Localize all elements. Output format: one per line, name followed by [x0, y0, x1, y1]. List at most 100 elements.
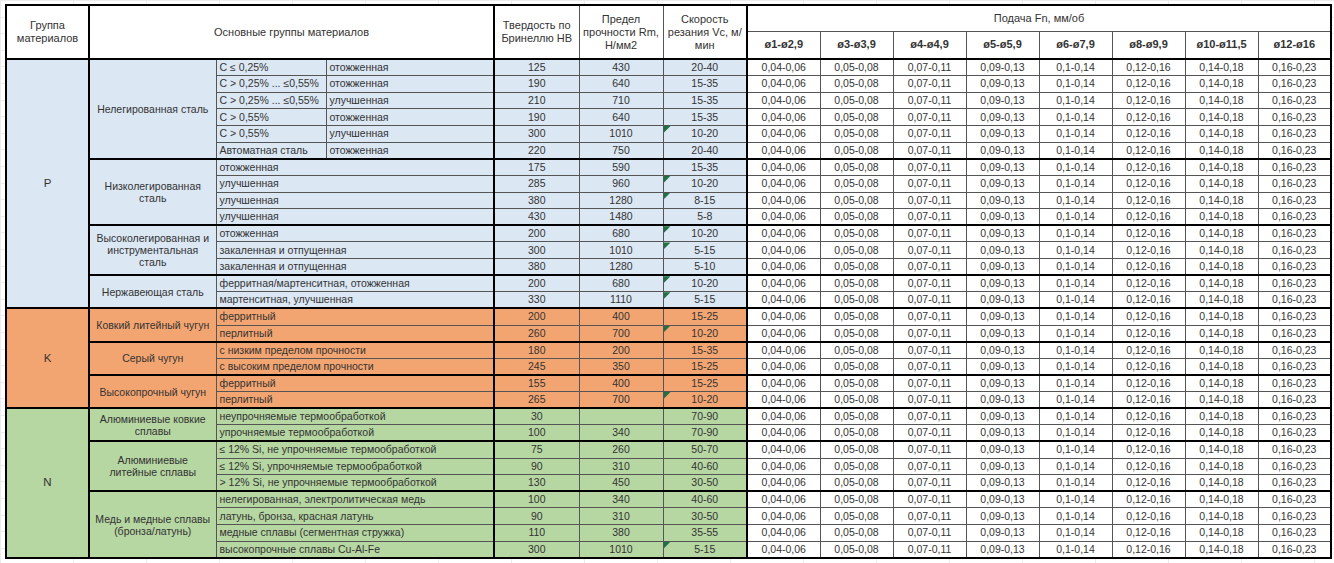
- material-detail-cell[interactable]: С > 0,55%: [216, 126, 326, 143]
- feed-cell[interactable]: 0,14-0,18: [1185, 525, 1258, 542]
- feed-cell[interactable]: 0,09-0,13: [966, 325, 1039, 342]
- feed-cell[interactable]: 0,1-0,14: [1039, 491, 1112, 508]
- feed-cell[interactable]: 0,09-0,13: [966, 491, 1039, 508]
- material-subgroup-cell[interactable]: Нелегированная сталь: [89, 59, 216, 159]
- strength-cell[interactable]: 1280: [579, 259, 663, 276]
- feed-cell[interactable]: 0,05-0,08: [820, 209, 893, 226]
- feed-cell[interactable]: 0,14-0,18: [1185, 458, 1258, 475]
- feed-cell[interactable]: 0,12-0,16: [1112, 508, 1185, 525]
- feed-cell[interactable]: 0,07-0,11: [893, 541, 966, 558]
- strength-cell[interactable]: 1110: [579, 292, 663, 309]
- strength-cell[interactable]: 1010: [579, 242, 663, 259]
- feed-cell[interactable]: 0,07-0,11: [893, 92, 966, 109]
- material-detail-cell[interactable]: улучшенная: [216, 192, 494, 209]
- strength-cell[interactable]: 450: [579, 475, 663, 492]
- feed-cell[interactable]: 0,04-0,06: [747, 92, 820, 109]
- feed-cell[interactable]: 0,12-0,16: [1112, 59, 1185, 76]
- feed-cell[interactable]: 0,04-0,06: [747, 392, 820, 409]
- feed-cell[interactable]: 0,16-0,23: [1258, 525, 1331, 542]
- feed-cell[interactable]: 0,09-0,13: [966, 375, 1039, 392]
- cutting-speed-cell[interactable]: 20-40: [663, 142, 747, 159]
- cutting-speed-cell[interactable]: 30-50: [663, 475, 747, 492]
- feed-cell[interactable]: 0,05-0,08: [820, 59, 893, 76]
- feed-cell[interactable]: 0,09-0,13: [966, 408, 1039, 425]
- feed-cell[interactable]: 0,1-0,14: [1039, 541, 1112, 558]
- feed-cell[interactable]: 0,12-0,16: [1112, 408, 1185, 425]
- feed-cell[interactable]: 0,09-0,13: [966, 275, 1039, 292]
- feed-cell[interactable]: 0,1-0,14: [1039, 76, 1112, 93]
- hardness-cell[interactable]: 90: [494, 458, 579, 475]
- hardness-cell[interactable]: 260: [494, 325, 579, 342]
- feed-cell[interactable]: 0,16-0,23: [1258, 225, 1331, 242]
- feed-cell[interactable]: 0,07-0,11: [893, 259, 966, 276]
- feed-cell[interactable]: 0,16-0,23: [1258, 175, 1331, 192]
- material-detail-cell[interactable]: медные сплавы (сегментная стружка): [216, 525, 494, 542]
- feed-cell[interactable]: 0,04-0,06: [747, 441, 820, 458]
- feed-cell[interactable]: 0,1-0,14: [1039, 525, 1112, 542]
- diameter-header[interactable]: ø10-ø11,5: [1185, 31, 1258, 59]
- material-detail-cell[interactable]: мартенситная, улучшенная: [216, 292, 494, 309]
- feed-cell[interactable]: 0,14-0,18: [1185, 358, 1258, 375]
- material-detail-cell[interactable]: с высоким пределом прочности: [216, 358, 494, 375]
- feed-cell[interactable]: 0,09-0,13: [966, 142, 1039, 159]
- cutting-speed-cell[interactable]: 30-50: [663, 508, 747, 525]
- feed-cell[interactable]: 0,1-0,14: [1039, 175, 1112, 192]
- feed-cell[interactable]: 0,05-0,08: [820, 175, 893, 192]
- feed-cell[interactable]: 0,07-0,11: [893, 342, 966, 359]
- strength-cell[interactable]: 340: [579, 491, 663, 508]
- material-detail-cell[interactable]: упрочняемые термообработкой: [216, 425, 494, 442]
- feed-cell[interactable]: 0,05-0,08: [820, 525, 893, 542]
- feed-cell[interactable]: 0,16-0,23: [1258, 192, 1331, 209]
- strength-cell[interactable]: 750: [579, 142, 663, 159]
- material-subgroup-cell[interactable]: Алюминиевые литейные сплавы: [89, 441, 216, 491]
- material-state-cell[interactable]: отожженная: [326, 76, 494, 93]
- strength-cell[interactable]: 590: [579, 159, 663, 176]
- material-state-cell[interactable]: улучшенная: [326, 92, 494, 109]
- feed-cell[interactable]: 0,04-0,06: [747, 541, 820, 558]
- feed-cell[interactable]: 0,07-0,11: [893, 491, 966, 508]
- feed-cell[interactable]: 0,04-0,06: [747, 292, 820, 309]
- feed-cell[interactable]: 0,14-0,18: [1185, 192, 1258, 209]
- strength-cell[interactable]: 430: [579, 59, 663, 76]
- strength-cell[interactable]: 710: [579, 92, 663, 109]
- strength-cell[interactable]: 680: [579, 275, 663, 292]
- feed-cell[interactable]: 0,14-0,18: [1185, 225, 1258, 242]
- feed-cell[interactable]: 0,16-0,23: [1258, 76, 1331, 93]
- feed-cell[interactable]: 0,16-0,23: [1258, 259, 1331, 276]
- feed-cell[interactable]: 0,07-0,11: [893, 525, 966, 542]
- material-detail-cell[interactable]: С > 0,25% ... ≤0,55%: [216, 92, 326, 109]
- feed-cell[interactable]: 0,04-0,06: [747, 159, 820, 176]
- feed-cell[interactable]: 0,1-0,14: [1039, 425, 1112, 442]
- feed-cell[interactable]: 0,07-0,11: [893, 425, 966, 442]
- feed-cell[interactable]: 0,04-0,06: [747, 342, 820, 359]
- feed-cell[interactable]: 0,05-0,08: [820, 192, 893, 209]
- feed-cell[interactable]: 0,07-0,11: [893, 76, 966, 93]
- feed-cell[interactable]: 0,04-0,06: [747, 425, 820, 442]
- hardness-cell[interactable]: 190: [494, 109, 579, 126]
- diameter-header[interactable]: ø8-ø9,9: [1112, 31, 1185, 59]
- cutting-speed-cell[interactable]: 15-25: [663, 375, 747, 392]
- feed-cell[interactable]: 0,05-0,08: [820, 392, 893, 409]
- feed-cell[interactable]: 0,07-0,11: [893, 126, 966, 143]
- hardness-cell[interactable]: 125: [494, 59, 579, 76]
- feed-cell[interactable]: 0,04-0,06: [747, 491, 820, 508]
- feed-cell[interactable]: 0,07-0,11: [893, 275, 966, 292]
- feed-cell[interactable]: 0,09-0,13: [966, 209, 1039, 226]
- material-state-cell[interactable]: отожженная: [326, 142, 494, 159]
- hardness-cell[interactable]: 330: [494, 292, 579, 309]
- feed-cell[interactable]: 0,12-0,16: [1112, 458, 1185, 475]
- strength-cell[interactable]: 310: [579, 458, 663, 475]
- feed-cell[interactable]: 0,04-0,06: [747, 142, 820, 159]
- feed-cell[interactable]: 0,1-0,14: [1039, 375, 1112, 392]
- cutting-speed-cell[interactable]: 70-90: [663, 425, 747, 442]
- feed-cell[interactable]: 0,16-0,23: [1258, 242, 1331, 259]
- feed-cell[interactable]: 0,05-0,08: [820, 292, 893, 309]
- material-subgroup-cell[interactable]: Высокопрочный чугун: [89, 375, 216, 408]
- hardness-cell[interactable]: 430: [494, 209, 579, 226]
- feed-cell[interactable]: 0,16-0,23: [1258, 458, 1331, 475]
- material-detail-cell[interactable]: ферритная/мартенситная, отожженная: [216, 275, 494, 292]
- feed-cell[interactable]: 0,12-0,16: [1112, 308, 1185, 325]
- feed-cell[interactable]: 0,07-0,11: [893, 375, 966, 392]
- feed-cell[interactable]: 0,16-0,23: [1258, 508, 1331, 525]
- feed-cell[interactable]: 0,09-0,13: [966, 109, 1039, 126]
